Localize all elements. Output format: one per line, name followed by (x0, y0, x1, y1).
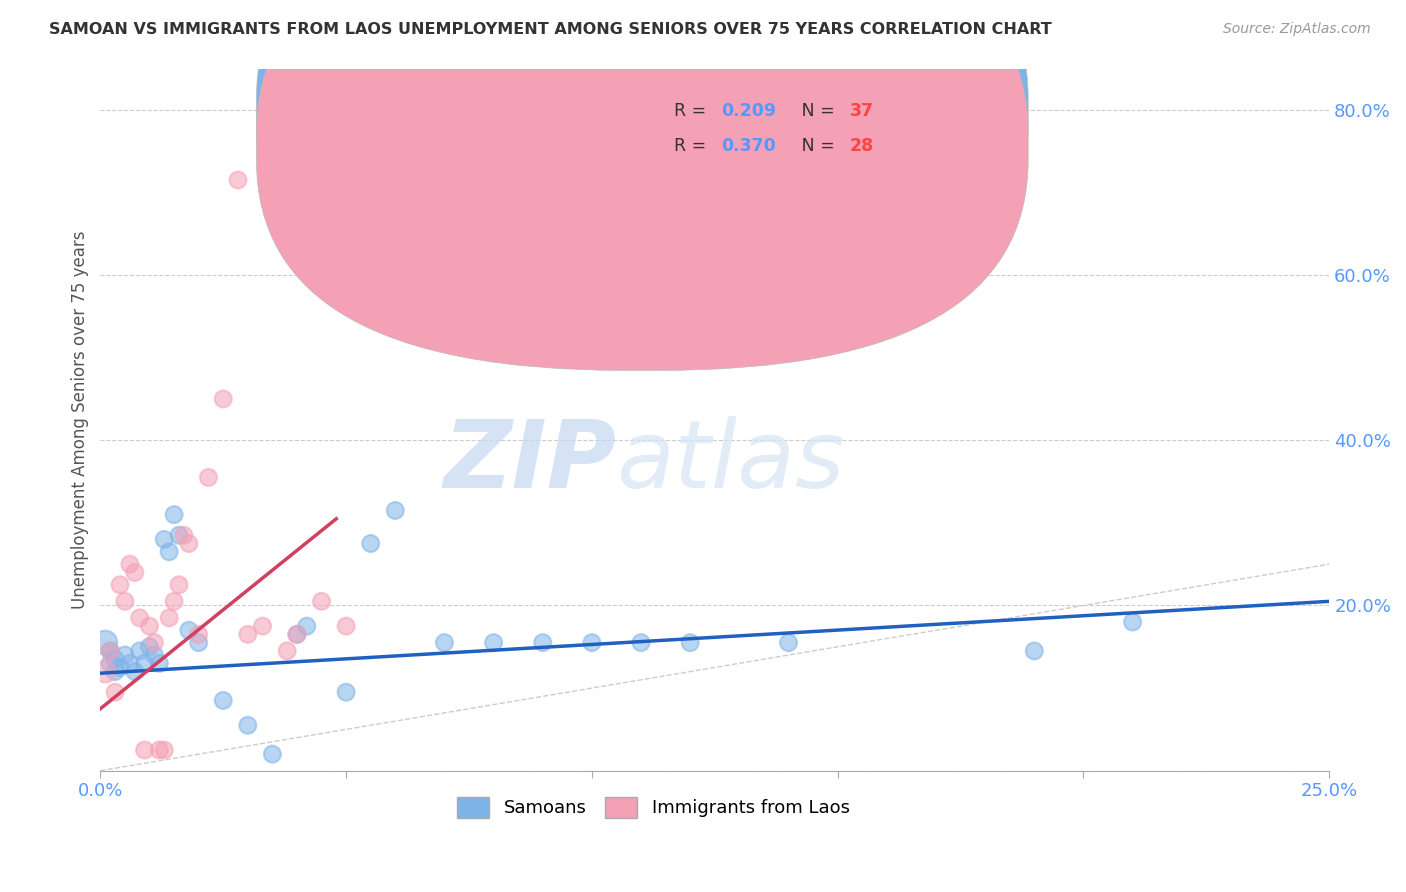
Text: Source: ZipAtlas.com: Source: ZipAtlas.com (1223, 22, 1371, 37)
Point (143, 635, 166, 649)
Point (187, 635, 209, 649)
Point (335, 685, 357, 699)
Point (295, 619, 318, 633)
Point (98, 644, 121, 658)
Text: 37: 37 (851, 103, 875, 120)
Point (118, 657, 141, 671)
Point (104, 652, 127, 666)
Point (157, 545, 180, 559)
Point (124, 665, 146, 679)
Point (226, 173, 249, 187)
Point (153, 743, 176, 757)
Point (285, 627, 308, 641)
Point (276, 644, 298, 658)
Point (143, 648, 166, 662)
Point (138, 619, 160, 633)
Text: N =: N = (785, 137, 841, 155)
Text: N =: N = (785, 103, 841, 120)
Point (252, 619, 274, 633)
FancyBboxPatch shape (256, 0, 1028, 370)
Text: SAMOAN VS IMMIGRANTS FROM LAOS UNEMPLOYMENT AMONG SENIORS OVER 75 YEARS CORRELAT: SAMOAN VS IMMIGRANTS FROM LAOS UNEMPLOYM… (49, 22, 1052, 37)
Point (187, 627, 209, 641)
Point (108, 578, 131, 592)
Text: 28: 28 (851, 137, 875, 155)
Point (138, 640, 160, 654)
Point (114, 648, 136, 662)
Point (630, 635, 652, 649)
Point (482, 635, 505, 649)
Point (173, 528, 195, 542)
Point (262, 747, 284, 761)
Point (167, 528, 190, 542)
Point (236, 718, 259, 732)
Point (212, 392, 235, 406)
Text: R =: R = (675, 103, 711, 120)
Point (134, 657, 156, 671)
Text: R =: R = (675, 137, 711, 155)
Y-axis label: Unemployment Among Seniors over 75 years: Unemployment Among Seniors over 75 years (72, 230, 89, 609)
Point (285, 627, 308, 641)
Point (134, 743, 156, 757)
Point (94, 665, 117, 679)
Point (1122, 615, 1144, 629)
Text: ZIP: ZIP (444, 416, 616, 508)
Point (236, 627, 259, 641)
Point (433, 635, 456, 649)
Point (128, 644, 150, 658)
Point (679, 635, 702, 649)
Point (104, 665, 127, 679)
Legend: Samoans, Immigrants from Laos: Samoans, Immigrants from Laos (450, 789, 858, 825)
Point (118, 557, 141, 571)
FancyBboxPatch shape (610, 89, 900, 170)
Point (581, 635, 603, 649)
Point (94, 635, 117, 649)
Point (98, 657, 121, 671)
FancyBboxPatch shape (256, 0, 1028, 335)
Point (177, 624, 200, 638)
Point (148, 657, 170, 671)
Point (163, 594, 186, 608)
Point (108, 660, 131, 674)
Point (177, 536, 200, 550)
Point (212, 693, 235, 707)
Point (384, 503, 406, 517)
Point (311, 594, 333, 608)
Point (98, 644, 121, 658)
Text: 0.209: 0.209 (721, 103, 776, 120)
Point (360, 536, 382, 550)
Point (153, 533, 176, 547)
Point (531, 635, 554, 649)
Point (778, 635, 800, 649)
Point (157, 611, 180, 625)
Point (148, 743, 170, 757)
Text: atlas: atlas (616, 417, 845, 508)
Point (114, 594, 136, 608)
Point (124, 566, 146, 580)
Point (104, 685, 127, 699)
Point (163, 508, 186, 522)
Point (128, 611, 150, 625)
Point (1024, 644, 1046, 658)
Point (335, 619, 357, 633)
Point (167, 578, 190, 592)
Point (197, 470, 219, 484)
Text: 0.370: 0.370 (721, 137, 776, 155)
